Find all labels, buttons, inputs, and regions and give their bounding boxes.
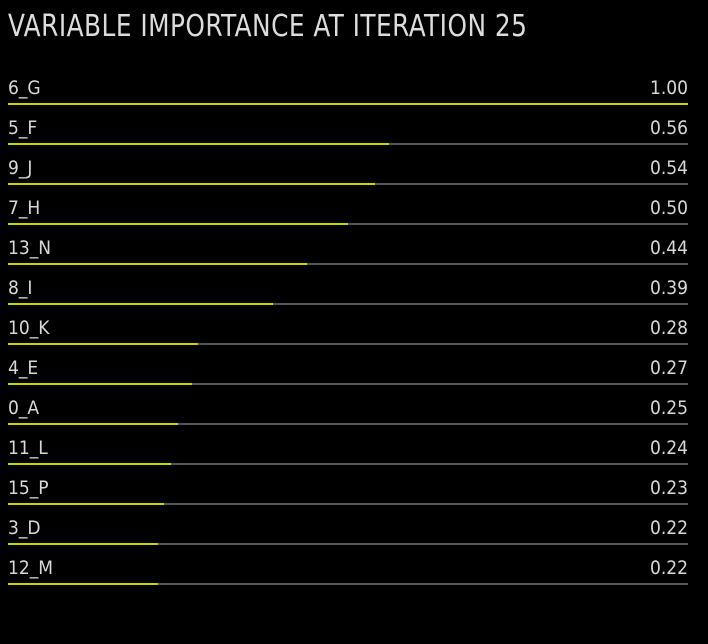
variable-label: 15_P [8,477,49,499]
variable-label: 7_H [8,197,41,219]
importance-row: 12_M 0.22 [8,546,688,586]
importance-value-label: 0.27 [649,357,688,379]
variable-label: 8_I [8,277,33,299]
importance-value-label: 0.44 [649,237,688,259]
variable-label: 10_K [8,317,50,339]
bar-track [8,143,688,145]
importance-bar [8,543,158,545]
variable-label: 5_F [8,117,38,139]
importance-row: 13_N 0.44 [8,226,688,266]
bar-track [8,583,688,585]
variable-label: 0_A [8,397,40,419]
importance-row: 9_J 0.54 [8,146,688,186]
importance-bar [8,383,192,385]
importance-bar [8,303,274,305]
importance-bar [8,183,376,185]
importance-row: 3_D 0.22 [8,506,688,546]
variable-label: 9_J [8,157,33,179]
importance-value-label: 0.22 [649,557,688,579]
variable-label: 13_N [8,237,52,259]
importance-value-label: 0.28 [649,317,688,339]
importance-row: 15_P 0.23 [8,466,688,506]
importance-value-label: 0.23 [649,477,688,499]
bar-track [8,503,688,505]
importance-value-label: 0.22 [649,517,688,539]
importance-bar [8,263,308,265]
importance-bar [8,463,172,465]
importance-value-label: 0.25 [649,397,688,419]
importance-row: 7_H 0.50 [8,186,688,226]
bar-track [8,423,688,425]
bar-track [8,303,688,305]
bar-track [8,463,688,465]
importance-value-label: 0.24 [649,437,688,459]
importance-row: 5_F 0.56 [8,106,688,146]
importance-value-label: 0.56 [649,117,688,139]
importance-bar [8,423,178,425]
importance-row: 0_A 0.25 [8,386,688,426]
importance-bar-list: 6_G 1.00 5_F 0.56 9_J 0.54 7_H 0.50 13_N 0.44 8_I 0… [8,66,688,586]
importance-bar [8,343,199,345]
bar-track [8,343,688,345]
importance-row: 11_L 0.24 [8,426,688,466]
importance-value-label: 0.39 [649,277,688,299]
importance-row: 6_G 1.00 [8,66,688,106]
bar-track [8,543,688,545]
importance-value-label: 1.00 [649,77,688,99]
chart-title: VARIABLE IMPORTANCE AT ITERATION 25 [8,9,528,44]
variable-label: 11_L [8,437,48,459]
variable-label: 3_D [8,517,41,539]
importance-bar [8,583,158,585]
bar-track [8,223,688,225]
importance-bar [8,103,688,105]
importance-row: 8_I 0.39 [8,266,688,306]
importance-value-label: 0.50 [649,197,688,219]
bar-track [8,383,688,385]
importance-bar [8,143,389,145]
bar-track [8,103,688,105]
variable-label: 6_G [8,77,41,99]
importance-row: 4_E 0.27 [8,346,688,386]
bar-track [8,183,688,185]
importance-bar [8,503,165,505]
bar-track [8,263,688,265]
importance-bar [8,223,348,225]
importance-row: 10_K 0.28 [8,306,688,346]
variable-label: 12_M [8,557,54,579]
importance-value-label: 0.54 [649,157,688,179]
variable-label: 4_E [8,357,39,379]
